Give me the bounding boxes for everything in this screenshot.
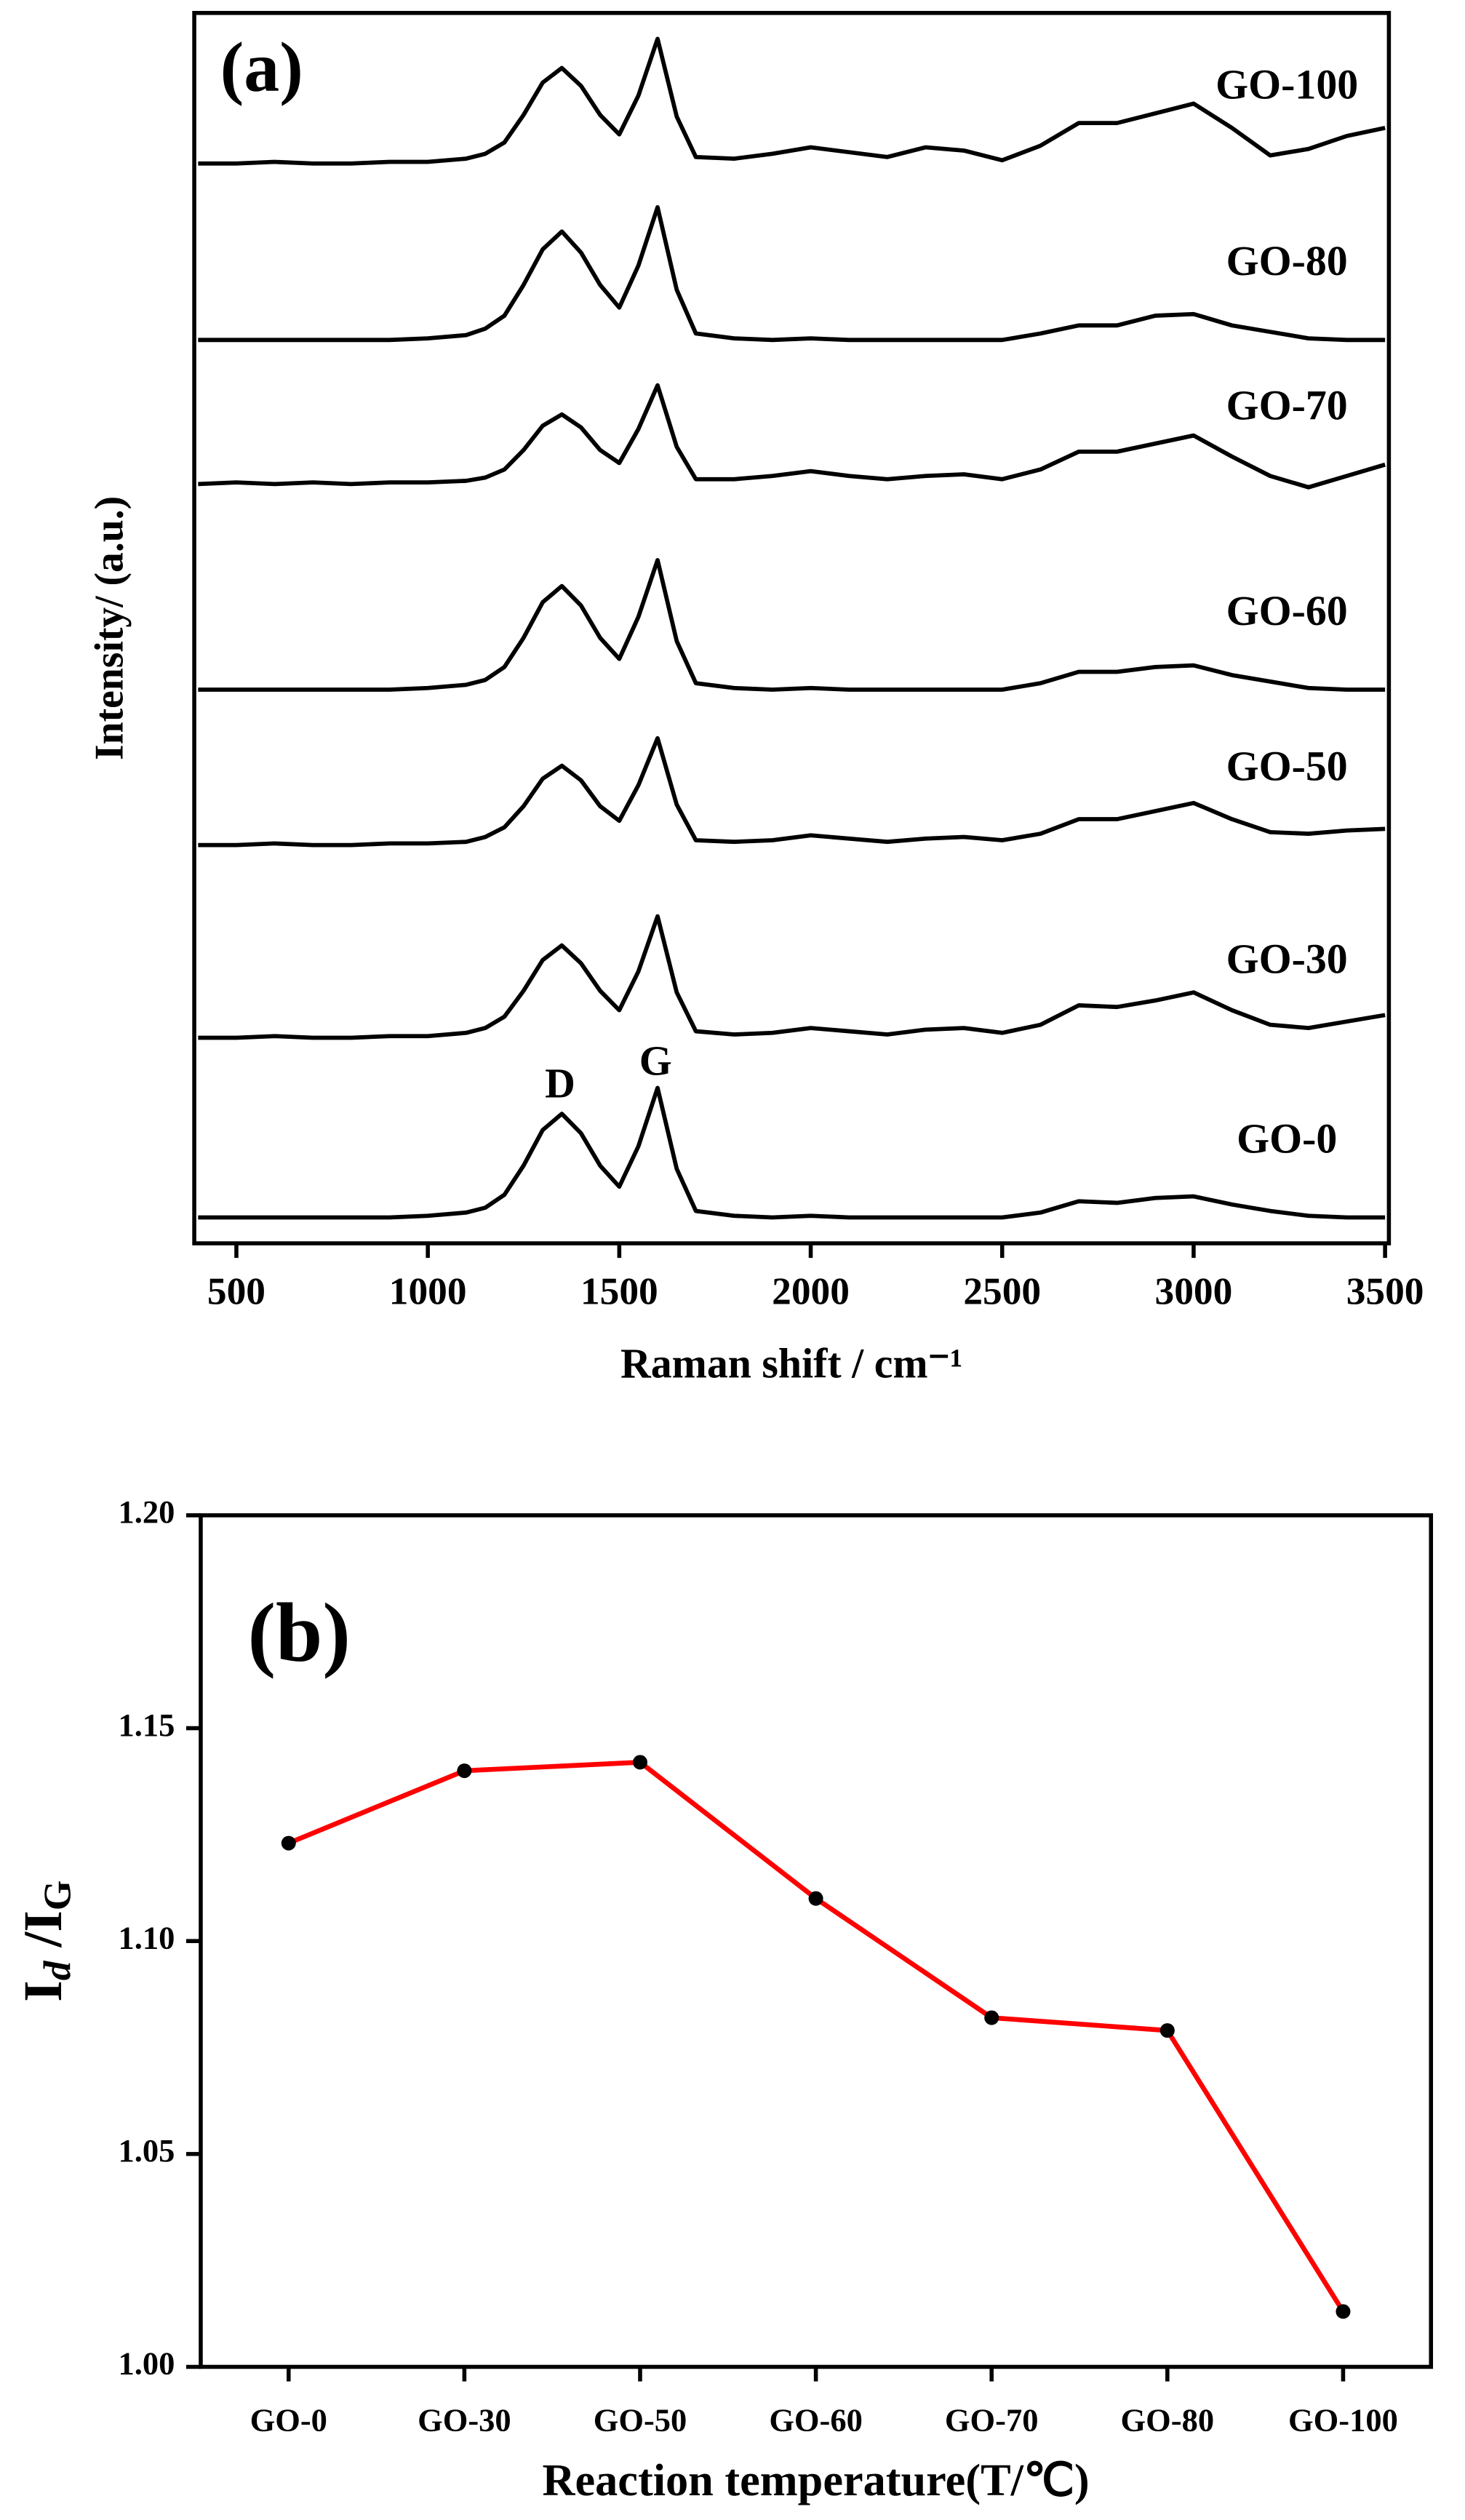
plot-frame — [192, 11, 1392, 1245]
spectrum-line — [198, 735, 1386, 848]
y-label-part: I — [13, 1980, 73, 2001]
x-tick-label: 2000 — [772, 1269, 850, 1313]
ratio-line — [287, 1760, 1346, 2313]
series-label: GO-60 — [1226, 587, 1348, 634]
y-tick-label: 1.00 — [118, 2345, 175, 2382]
spectrum-line — [198, 204, 1386, 343]
x-tick-label: GO-100 — [1288, 2402, 1398, 2439]
ratio-marker — [1159, 2023, 1175, 2038]
ratio-marker — [984, 2010, 999, 2025]
ratio-marker — [1336, 2304, 1351, 2319]
spectrum-line — [198, 914, 1386, 1040]
ratio-marker — [281, 1835, 296, 1851]
spectrum-line — [198, 558, 1386, 692]
spectrum-line — [198, 1085, 1386, 1220]
x-tick-label: GO-30 — [418, 2402, 511, 2439]
x-tick-label: GO-50 — [594, 2402, 687, 2439]
series-label: GO-80 — [1226, 237, 1348, 284]
x-tick-label: 3000 — [1155, 1269, 1233, 1313]
x-tick-label: 3500 — [1346, 1269, 1424, 1313]
panel-label: (a) — [220, 28, 303, 107]
y-tick-label: 1.15 — [118, 1707, 175, 1743]
x-tick-label: 500 — [207, 1269, 266, 1313]
y-label-subscript: d — [36, 1960, 79, 1980]
x-tick-label: GO-80 — [1121, 2402, 1215, 2439]
series-label: GO-50 — [1226, 743, 1348, 790]
series-label: GO-0 — [1237, 1115, 1337, 1162]
x-tick-label: 1500 — [580, 1269, 658, 1313]
spectrum-line — [198, 36, 1386, 166]
plot-frame — [199, 1513, 1434, 2369]
x-tick-label: 2500 — [963, 1269, 1041, 1313]
ratio-marker — [457, 1763, 472, 1779]
series-label: GO-70 — [1226, 381, 1348, 428]
y-axis-label: Intensity/ (a.u.) — [87, 496, 132, 760]
y-label-subscript: G — [36, 1881, 79, 1911]
x-tick-label: 1000 — [389, 1269, 467, 1313]
y-tick-label: 1.05 — [118, 2132, 175, 2169]
y-tick-label: 1.20 — [118, 1494, 175, 1530]
x-tick-label: GO-60 — [769, 2402, 863, 2439]
peak-label: G — [639, 1037, 672, 1085]
series-label: GO-100 — [1215, 61, 1358, 108]
x-tick-label: GO-70 — [945, 2402, 1039, 2439]
panel-label: (b) — [248, 1587, 351, 1680]
ratio-marker — [632, 1755, 648, 1770]
x-axis-label: Raman shift / cm⁻¹ — [620, 1340, 962, 1387]
y-axis-label: Id /IG — [13, 1881, 79, 2002]
x-axis-label: Reaction temperature(T/℃) — [543, 2455, 1090, 2505]
ratio-marker — [808, 1891, 823, 1906]
series-label: GO-30 — [1226, 935, 1348, 982]
y-label-part: /I — [13, 1910, 73, 1961]
peak-label: D — [545, 1060, 575, 1107]
spectrum-line — [198, 383, 1386, 490]
x-tick-label: GO-0 — [250, 2402, 327, 2439]
y-tick-label: 1.10 — [118, 1919, 175, 1955]
